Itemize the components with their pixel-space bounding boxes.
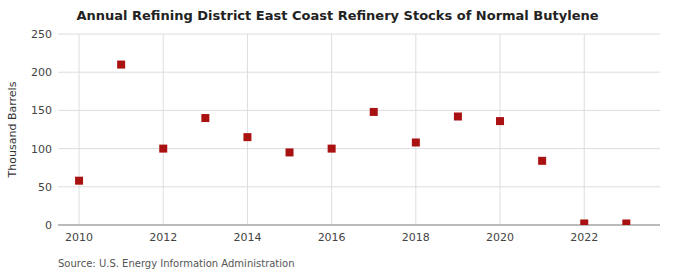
- point: [75, 177, 83, 185]
- x-grid-line: [584, 34, 585, 225]
- point: [622, 219, 630, 225]
- point: [538, 157, 546, 165]
- x-grid-line: [247, 34, 248, 225]
- point: [243, 133, 251, 141]
- x-grid-line: [415, 34, 416, 225]
- chart: Annual Refining District East Coast Refi…: [0, 0, 675, 275]
- y-grid-line: [58, 186, 660, 187]
- y-grid-line: [58, 148, 660, 149]
- x-grid-line: [500, 34, 501, 225]
- y-grid-line: [58, 225, 660, 226]
- y-tick-label: 0: [45, 219, 52, 232]
- x-tick-label: 2018: [402, 231, 430, 244]
- x-axis-line: [58, 225, 660, 226]
- point: [117, 61, 125, 69]
- y-tick-label: 100: [31, 143, 52, 156]
- title: Annual Refining District East Coast Refi…: [76, 8, 598, 23]
- point: [201, 114, 209, 122]
- point: [412, 138, 420, 146]
- y-axis-label: Thousand Barrels: [6, 81, 19, 178]
- points: [75, 61, 630, 225]
- y-tick-label: 200: [31, 66, 52, 79]
- point: [580, 219, 588, 225]
- x-tick-label: 2012: [149, 231, 177, 244]
- point: [286, 148, 294, 156]
- x-tick-label: 2014: [233, 231, 261, 244]
- y-grid-line: [58, 110, 660, 111]
- grid: [58, 34, 660, 225]
- x-grid-line: [163, 34, 164, 225]
- point: [496, 117, 504, 125]
- point: [328, 145, 336, 153]
- point: [454, 113, 462, 121]
- x-tick-label: 2010: [65, 231, 93, 244]
- point: [370, 108, 378, 116]
- y-tick-label: 250: [31, 28, 52, 41]
- y-grid-line: [58, 34, 660, 35]
- source: Source: U.S. Energy Information Administ…: [58, 258, 295, 269]
- x-tick-label: 2016: [318, 231, 346, 244]
- point: [159, 145, 167, 153]
- x-grid-line: [79, 34, 80, 225]
- x-tick-label: 2022: [570, 231, 598, 244]
- x-grid-line: [331, 34, 332, 225]
- y-tick-label: 50: [38, 181, 52, 194]
- x-tick-label: 2020: [486, 231, 514, 244]
- y-tick-label: 150: [31, 104, 52, 117]
- y-grid-line: [58, 72, 660, 73]
